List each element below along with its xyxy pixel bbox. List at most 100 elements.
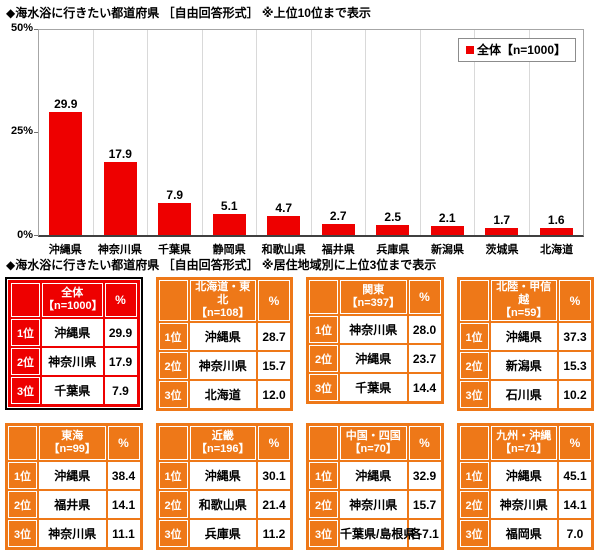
sample-size: 【n=99】 [48, 443, 96, 455]
chart-legend: 全体【n=1000】 [457, 38, 576, 62]
sample-size: 【n=71】 [500, 443, 548, 455]
table-corner-cell [11, 283, 40, 317]
x-axis-category-label: 和歌山県 [261, 244, 306, 256]
percent-cell: 15.7 [408, 491, 441, 518]
ranking-table-九州・沖縄: 九州・沖縄 【n=71】% 1位 沖縄県 45.1 2位 神奈川県 14.1 3位 福岡県 7.0 [456, 423, 594, 550]
prefecture-cell: 和歌山県 [189, 491, 256, 518]
sample-size: 【n=108】 [196, 307, 250, 319]
y-axis-tick-mark [34, 235, 38, 236]
sample-size: 【n=196】 [196, 443, 250, 455]
table-row: 2位 福井県 14.1 [8, 491, 140, 518]
sample-size: 【n=59】 [500, 307, 548, 319]
prefecture-name: 北海道 [204, 388, 241, 402]
table-row: 2位 神奈川県 15.7 [309, 491, 441, 518]
prefecture-name: 神奈川県 [349, 323, 398, 337]
region-name: 東海 [61, 430, 84, 442]
prefecture-cell: 沖縄県 [39, 462, 106, 489]
percent-cell: 38.4 [107, 462, 140, 489]
table-region-header: 全体 【n=1000】 [42, 283, 103, 317]
rank-cell: 1位 [8, 462, 37, 489]
ranking-table-近畿: 近畿 【n=196】% 1位 沖縄県 30.1 2位 和歌山県 21.4 3位 兵庫県 11.2 [155, 423, 293, 550]
table-corner-cell [158, 426, 188, 460]
table-region-header: 九州・沖縄 【n=71】 [490, 426, 557, 460]
prefecture-cell: 神奈川県 [39, 520, 106, 547]
percent-cell: 30.1 [258, 462, 290, 489]
bar-value-label: 2.7 [329, 208, 347, 223]
prefecture-cell: 沖縄県 [490, 323, 557, 350]
chart-category-column: 7.9 [148, 30, 203, 235]
percent-cell: 11.1 [107, 520, 140, 547]
percent-cell: 11.2 [258, 520, 290, 547]
table-row: 2位 和歌山県 21.4 [158, 491, 290, 518]
x-axis-category-label: 北海道 [540, 244, 574, 256]
prefecture-name: 沖縄県 [54, 469, 91, 483]
bar [267, 215, 301, 235]
sample-size: 【n=397】 [346, 297, 401, 309]
rank-cell: 2位 [158, 491, 188, 518]
table-row: 3位 石川県 10.2 [459, 381, 591, 408]
region-name: 関東 [362, 284, 385, 296]
prefecture-name: 神奈川県 [349, 498, 398, 512]
prefecture-name: 神奈川県 [48, 355, 97, 369]
table-region-header: 近畿 【n=196】 [189, 426, 256, 460]
bar [376, 224, 410, 235]
prefecture-name: 福岡県 [505, 527, 542, 541]
table-row: 3位 兵庫県 11.2 [158, 520, 290, 547]
prefecture-name: 福井県 [54, 498, 91, 512]
percent-cell: 32.9 [408, 462, 441, 489]
prefecture-name: 新潟県 [505, 359, 542, 373]
prefecture-cell: 千葉県/島根県 [340, 520, 415, 547]
chart-category-column: 2.5 [366, 30, 421, 235]
table-corner-cell [459, 426, 489, 460]
prefecture-cell: 石川県 [490, 381, 557, 408]
table-percent-header: % [559, 426, 591, 460]
table-row: 2位 新潟県 15.3 [459, 352, 591, 379]
bar [103, 161, 137, 235]
y-axis-tick-label-0: 0% [17, 229, 33, 241]
percent-cell: 15.3 [559, 352, 591, 379]
bars-container: 29.9 17.9 7.9 5.1 4.7 2.7 2.5 2.1 1.7 1.6 [39, 30, 583, 235]
bar-chart: 50% 25% 0% 29.9 17.9 7.9 5.1 4.7 2.7 2.5 2.1 1.7… [0, 22, 600, 258]
rank-cell: 2位 [309, 345, 338, 372]
chart-category-column: 4.7 [257, 30, 312, 235]
table-row: 1位 沖縄県 38.4 [8, 462, 140, 489]
rank-cell: 1位 [158, 462, 188, 489]
table-row: 1位 沖縄県 32.9 [309, 462, 441, 489]
ranking-table: 北海道・東北 【n=108】% 1位 沖縄県 28.7 2位 神奈川県 15.7 3位 北海道 12… [155, 277, 293, 411]
rank-cell: 3位 [309, 520, 338, 547]
x-axis-category-label: 神奈川県 [97, 244, 142, 256]
chart-category-column: 5.1 [203, 30, 257, 235]
table-corner-cell [309, 280, 338, 314]
table-region-header: 北陸・甲信越 【n=59】 [490, 280, 557, 321]
table-percent-header: % [258, 280, 290, 321]
bar [321, 223, 355, 235]
rank-cell: 2位 [158, 352, 188, 379]
bar-value-label: 1.6 [547, 213, 565, 228]
table-percent-header: % [408, 280, 441, 314]
prefecture-cell: 神奈川県 [340, 491, 407, 518]
percent-cell: 7.0 [559, 520, 591, 547]
prefecture-name: 千葉県 [355, 381, 392, 395]
plot-area: 29.9 17.9 7.9 5.1 4.7 2.7 2.5 2.1 1.7 1.6 全体【n=10… [38, 29, 584, 237]
prefecture-cell: 千葉県 [42, 377, 103, 404]
table-row: 3位 千葉県 14.4 [309, 374, 441, 401]
prefecture-name: 神奈川県 [499, 498, 548, 512]
table-region-header: 北海道・東北 【n=108】 [189, 280, 256, 321]
y-axis-tick-label-50: 50% [10, 22, 33, 34]
prefecture-name: 千葉県/島根県 [340, 527, 416, 541]
bar [212, 214, 246, 235]
sample-size: 【n=1000】 [43, 300, 103, 312]
rank-cell: 1位 [309, 462, 338, 489]
prefecture-cell: 沖縄県 [340, 462, 407, 489]
table-row: 2位 神奈川県 14.1 [459, 491, 591, 518]
prefecture-name: 沖縄県 [204, 469, 241, 483]
prefecture-cell: 福井県 [39, 491, 106, 518]
rank-cell: 3位 [8, 520, 37, 547]
bar-value-label: 2.5 [384, 209, 402, 224]
x-axis-labels: 沖縄県 神奈川県 千葉県 静岡県 和歌山県 福井県 兵庫県 新潟県 茨城県 北海道 [38, 241, 584, 257]
ranking-table: 中国・四国 【n=70】% 1位 沖縄県 32.9 2位 神奈川県 15.7 3位 千葉県/島根県… [306, 423, 444, 550]
bar [485, 228, 519, 235]
bar-value-label: 4.7 [275, 200, 293, 215]
prefecture-cell: 沖縄県 [189, 462, 256, 489]
